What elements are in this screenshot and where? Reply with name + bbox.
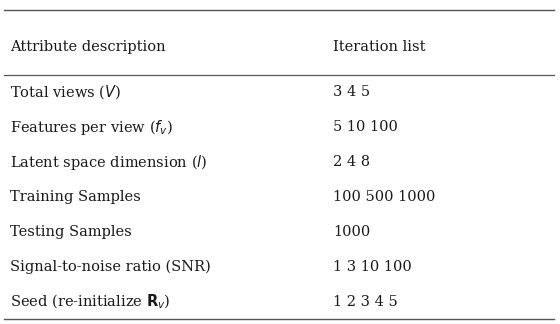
Text: Attribute description: Attribute description xyxy=(10,40,166,54)
Text: Training Samples: Training Samples xyxy=(10,190,141,204)
Text: 1 2 3 4 5: 1 2 3 4 5 xyxy=(333,295,398,309)
Text: Total views ($V$): Total views ($V$) xyxy=(10,83,121,101)
Text: Features per view ($f_v$): Features per view ($f_v$) xyxy=(10,118,173,136)
Text: 2 4 8: 2 4 8 xyxy=(333,155,370,169)
Text: Iteration list: Iteration list xyxy=(333,40,426,54)
Text: Signal-to-noise ratio (SNR): Signal-to-noise ratio (SNR) xyxy=(10,260,211,274)
Text: Testing Samples: Testing Samples xyxy=(10,225,132,239)
Text: 1000: 1000 xyxy=(333,225,371,239)
Text: 1 3 10 100: 1 3 10 100 xyxy=(333,260,412,274)
Text: 3 4 5: 3 4 5 xyxy=(333,85,370,99)
Text: 100 500 1000: 100 500 1000 xyxy=(333,190,436,204)
Text: Latent space dimension ($l$): Latent space dimension ($l$) xyxy=(10,153,208,171)
Text: Seed (re-initialize $\mathbf{R}_v$): Seed (re-initialize $\mathbf{R}_v$) xyxy=(10,293,171,311)
Text: 5 10 100: 5 10 100 xyxy=(333,120,398,134)
